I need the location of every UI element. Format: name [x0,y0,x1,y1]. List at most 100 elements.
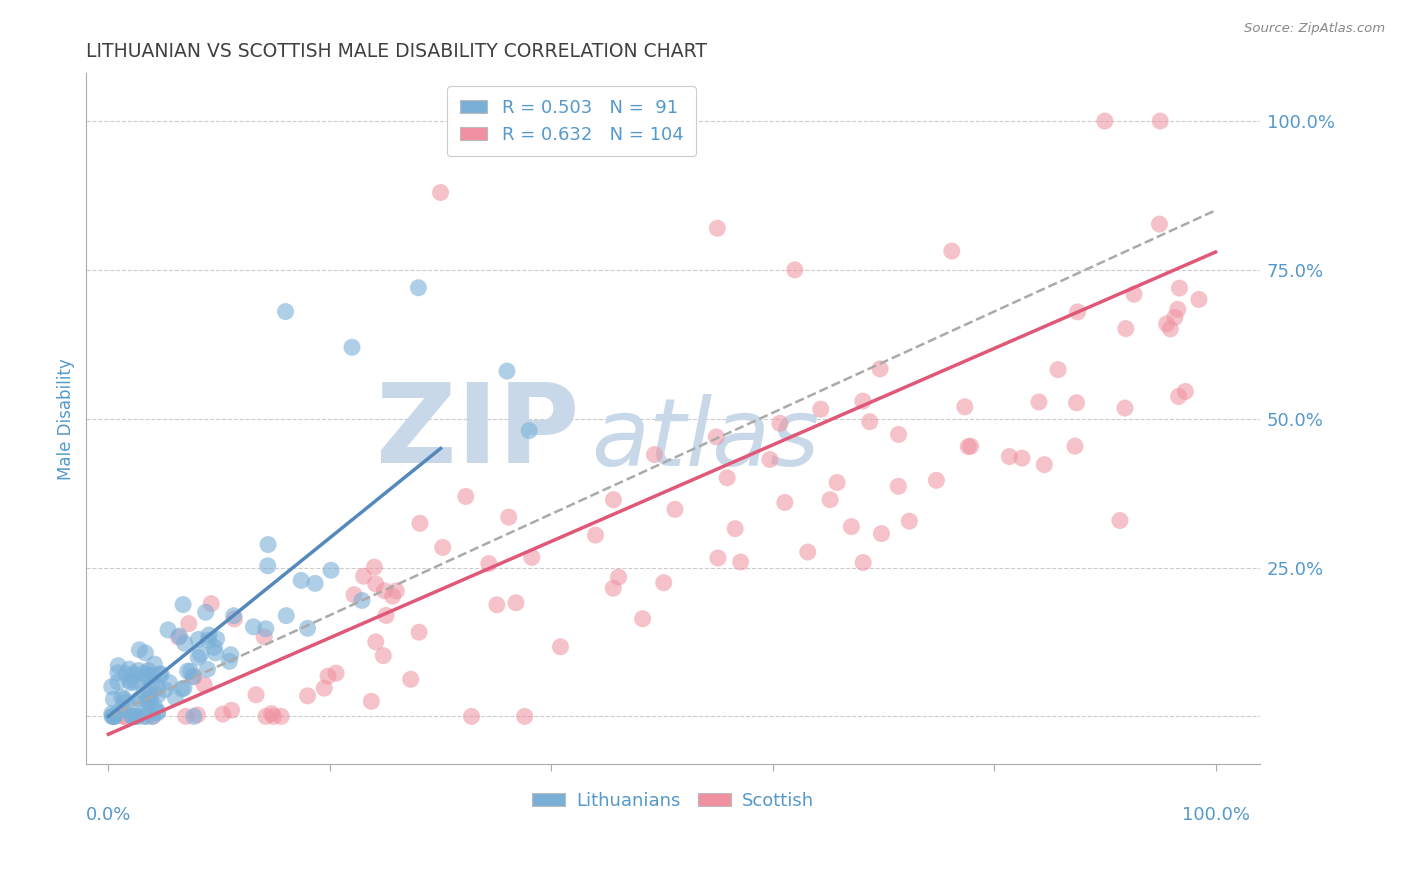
Point [399,673,422,687]
Point [1114,401,1136,415]
Point [254,709,277,723]
Point [242,620,264,634]
Point [107,665,129,680]
Point [343,588,366,602]
Point [1123,287,1146,301]
Point [112,701,135,715]
Point [730,555,752,569]
Point [260,706,283,721]
Point [350,593,373,607]
Point [218,654,240,668]
Point [187,650,209,665]
Point [125,709,148,723]
Point [138,671,160,685]
Point [103,709,125,723]
Point [1066,305,1088,319]
Point [115,695,138,709]
Point [810,402,832,417]
Point [1159,322,1181,336]
Point [818,492,841,507]
Point [859,415,882,429]
Point [1149,217,1171,231]
Text: 100.0%: 100.0% [1181,805,1250,823]
Point [169,629,191,643]
Point [1149,114,1171,128]
Point [373,648,395,663]
Point [704,430,727,444]
Point [1066,396,1088,410]
Point [505,596,527,610]
Point [135,709,157,723]
Point [408,625,430,640]
Point [139,688,162,702]
Point [1168,281,1191,295]
Point [364,577,387,591]
Point [177,616,200,631]
Point [1033,458,1056,472]
Point [1064,439,1087,453]
Point [706,221,728,235]
Point [340,340,363,354]
Point [941,244,963,259]
Point [1167,389,1189,403]
Point [1164,310,1187,325]
Point [898,514,921,528]
Point [132,685,155,699]
Point [100,680,122,694]
Point [112,692,135,706]
Point [142,709,165,723]
Point [142,669,165,683]
Point [297,689,319,703]
Point [143,699,166,714]
Point [1174,384,1197,399]
Point [432,541,454,555]
Point [253,630,276,644]
Point [124,674,146,689]
Point [485,598,508,612]
Point [138,698,160,712]
Point [141,675,163,690]
Point [121,709,143,723]
Point [104,709,127,723]
Point [297,621,319,635]
Point [1094,114,1116,128]
Point [176,664,198,678]
Point [797,545,820,559]
Point [219,648,242,662]
Point [134,646,156,660]
Point [852,394,875,409]
Point [314,681,336,695]
Point [107,675,129,690]
Point [276,608,298,623]
Point [146,688,169,702]
Point [157,675,180,690]
Point [198,628,221,642]
Point [254,622,277,636]
Point [274,304,297,318]
Point [205,632,228,646]
Point [134,669,156,683]
Point [138,668,160,682]
Point [132,709,155,723]
Point [170,681,193,696]
Text: Source: ZipAtlas.com: Source: ZipAtlas.com [1244,22,1385,36]
Point [1115,321,1137,335]
Point [128,664,150,678]
Point [825,475,848,490]
Point [925,473,948,487]
Point [373,583,395,598]
Point [187,632,209,647]
Text: atlas: atlas [591,394,820,485]
Point [478,557,501,571]
Point [364,635,387,649]
Point [773,495,796,509]
Point [319,563,342,577]
Point [664,502,686,516]
Point [1167,302,1189,317]
Point [122,667,145,681]
Point [454,490,477,504]
Point [607,570,630,584]
Point [103,709,125,723]
Point [101,709,124,723]
Point [183,709,205,723]
